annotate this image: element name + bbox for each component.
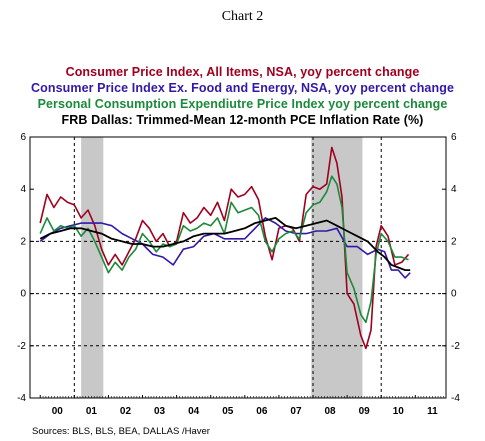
x-tick-label-09: 09 (359, 406, 371, 417)
legend-entry-trimmed-mean-pce: FRB Dallas: Trimmed-Mean 12-month PCE In… (61, 113, 424, 127)
x-tick-label-00: 00 (52, 406, 64, 417)
series-line-2 (39, 175, 409, 324)
x-tick-label-07: 07 (290, 406, 302, 417)
y-tick-label-left: -4 (17, 393, 26, 404)
recession-band-1 (311, 137, 363, 398)
y-tick-label-right: -4 (451, 393, 460, 404)
series-line-0 (39, 146, 410, 350)
x-tick-label-03: 03 (154, 406, 166, 417)
y-tick-label-right: -2 (451, 341, 460, 352)
series-line-3 (39, 216, 411, 272)
y-tick-label-right: 2 (451, 236, 457, 247)
y-tick-label-left: -2 (17, 341, 26, 352)
series-line-1 (39, 217, 411, 279)
y-tick-label-right: 4 (451, 184, 457, 195)
plot-frame (29, 136, 447, 399)
x-tick-label-02: 02 (120, 406, 132, 417)
x-tick-label-06: 06 (256, 406, 268, 417)
chart-title: Chart 2 (221, 9, 264, 24)
sources-note: Sources: BLS, BLS, BEA, DALLAS /Haver (32, 426, 210, 437)
x-tick-label-05: 05 (222, 406, 234, 417)
legend-entry-pce-price-index: Personal Consumption Expendiutre Price I… (37, 97, 448, 111)
y-tick-label-right: 0 (451, 289, 457, 300)
legend-entry-core-cpi: Consumer Price Index Ex. Food and Energy… (30, 81, 455, 95)
y-tick-label-left: 0 (20, 289, 26, 300)
y-tick-label-right: 6 (451, 132, 457, 143)
y-tick-label-left: 6 (20, 132, 26, 143)
y-tick-label-left: 4 (20, 184, 26, 195)
recession-band-0 (81, 137, 104, 398)
x-tick-label-11: 11 (427, 406, 438, 417)
x-tick-label-01: 01 (86, 406, 98, 417)
x-tick-label-08: 08 (325, 406, 337, 417)
x-tick-label-10: 10 (393, 406, 405, 417)
y-tick-label-left: 2 (20, 236, 26, 247)
x-tick-label-04: 04 (188, 406, 200, 417)
legend-entry-cpi-all-items: Consumer Price Index, All Items, NSA, yo… (65, 65, 420, 79)
